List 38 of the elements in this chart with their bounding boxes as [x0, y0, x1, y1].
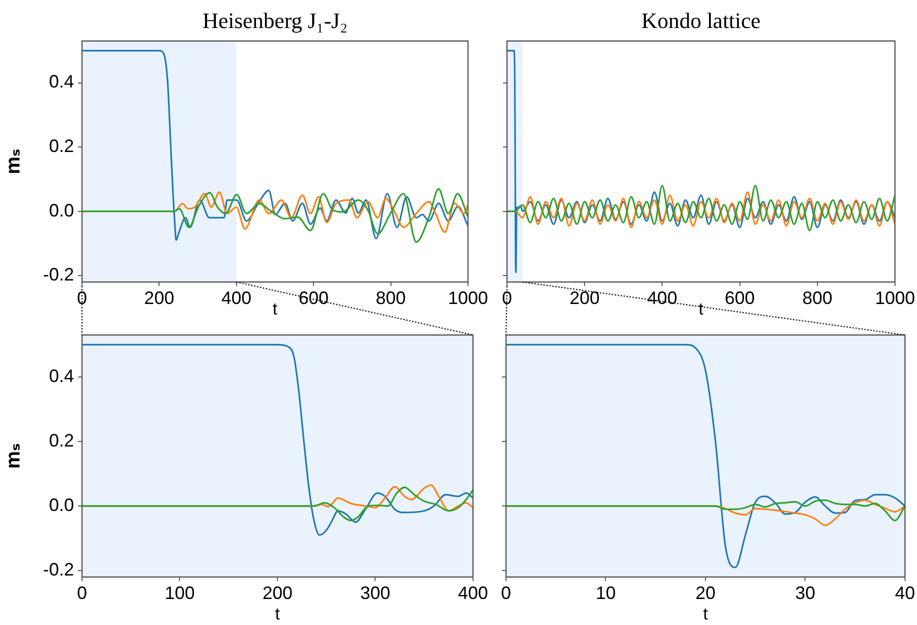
x-tick-label: 40 — [894, 582, 916, 603]
x-tick-label: 400 — [221, 288, 252, 308]
x-tick-label: 200 — [144, 288, 174, 308]
x-tick-label: 1000 — [874, 288, 915, 308]
x-tick-label: 10 — [596, 582, 616, 603]
y-tick-label: 0.2 — [48, 430, 74, 450]
x-tick-label: 600 — [298, 288, 329, 308]
chart-title: Heisenberg J₁-J₂ — [202, 8, 348, 33]
x-tick-label: 400 — [647, 288, 678, 308]
x-tick-label: 1000 — [448, 288, 488, 308]
x-axis-title: t — [703, 604, 708, 624]
x-tick-label: 200 — [570, 288, 600, 308]
x-tick-label: 30 — [795, 582, 816, 603]
x-tick-label: 400 — [458, 582, 488, 603]
y-tick-label: 0.4 — [48, 72, 74, 92]
x-axis-title: t — [698, 299, 704, 318]
x-tick-label: 600 — [724, 288, 755, 308]
x-axis-title: t — [272, 299, 278, 318]
x-axis-title: t — [275, 604, 280, 624]
y-tick-label: 0.0 — [48, 494, 74, 515]
y-axis-title: mₛ — [2, 148, 25, 174]
y-tick-label: -0.2 — [42, 264, 74, 285]
chart-title: Kondo lattice — [641, 8, 761, 33]
y-axis-title: mₛ — [2, 442, 25, 469]
x-tick-label: 0 — [76, 288, 88, 308]
y-tick-label: 0.0 — [48, 200, 74, 220]
x-tick-label: 800 — [376, 288, 406, 308]
x-tick-label: 0 — [500, 582, 512, 603]
x-tick-label: 200 — [262, 582, 293, 603]
x-tick-label: 0 — [502, 288, 512, 308]
y-tick-label: 0.4 — [48, 366, 74, 386]
x-tick-label: 800 — [802, 288, 832, 308]
x-tick-label: 20 — [695, 582, 716, 603]
x-tick-label: 0 — [76, 582, 88, 603]
y-tick-label: -0.2 — [42, 560, 74, 580]
x-tick-label: 100 — [164, 582, 195, 603]
x-tick-label: 300 — [360, 582, 390, 603]
y-tick-label: 0.2 — [48, 136, 74, 156]
